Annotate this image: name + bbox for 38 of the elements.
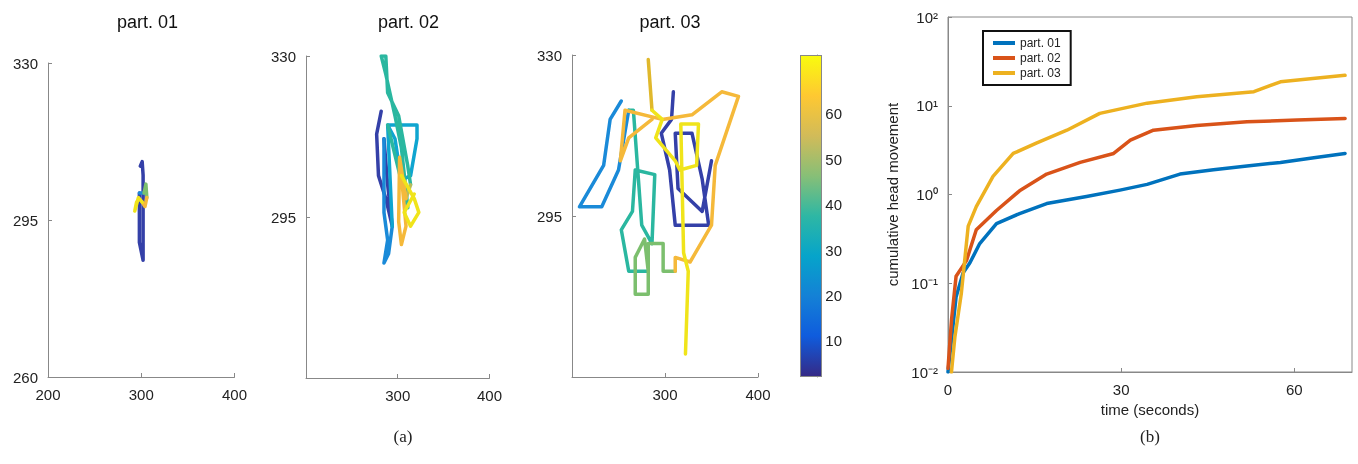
y-tick-label: 330 bbox=[12, 54, 38, 72]
chart-title: part. 03 bbox=[639, 12, 701, 32]
color-bar-label: 60 bbox=[825, 105, 842, 123]
color-bar-label: 50 bbox=[825, 150, 842, 168]
x-tick-label: 30 bbox=[1112, 381, 1130, 398]
y-tick-label: 330 bbox=[536, 46, 562, 64]
x-tick-label: 300 bbox=[128, 386, 154, 403]
color-bar-label: 40 bbox=[825, 196, 842, 214]
y-tick-label: 295 bbox=[536, 207, 562, 225]
legend-label: part. 02 bbox=[1020, 51, 1062, 65]
x-axis-title: time (seconds) bbox=[1100, 401, 1200, 418]
y-tick-label: 10² bbox=[916, 8, 938, 26]
x-tick-label: 200 bbox=[35, 386, 61, 403]
color-bar-label: 30 bbox=[825, 241, 842, 259]
x-tick-label: 400 bbox=[745, 386, 771, 403]
color-bar-label: 10 bbox=[825, 332, 842, 350]
y-tick-label: 295 bbox=[12, 211, 38, 229]
y-tick-label: 295 bbox=[270, 208, 296, 226]
x-tick-label: 300 bbox=[385, 387, 411, 404]
text: (a) bbox=[393, 427, 413, 446]
y-tick-label: 10⁰ bbox=[916, 186, 938, 203]
color-bar-label: 20 bbox=[825, 286, 842, 304]
y-tick-label: 10¹ bbox=[916, 97, 938, 115]
x-tick-label: 0 bbox=[943, 381, 953, 398]
y-tick-label: 260 bbox=[12, 368, 38, 386]
y-tick-label: 10⁻² bbox=[911, 363, 938, 381]
y-tick-label: 10⁻¹ bbox=[911, 274, 938, 292]
x-tick-label: 60 bbox=[1285, 381, 1303, 398]
legend-label: part. 01 bbox=[1020, 36, 1062, 50]
x-tick-label: 300 bbox=[652, 386, 678, 403]
legend-label: part. 03 bbox=[1020, 66, 1062, 80]
text: (b) bbox=[1140, 427, 1160, 446]
chart-title: part. 01 bbox=[116, 12, 179, 32]
y-tick-label: 330 bbox=[270, 47, 296, 65]
x-tick-label: 400 bbox=[221, 386, 247, 403]
y-axis-title: cumulative head movement bbox=[884, 101, 901, 287]
chart-title: part. 02 bbox=[377, 12, 440, 32]
x-tick-label: 400 bbox=[476, 387, 502, 404]
